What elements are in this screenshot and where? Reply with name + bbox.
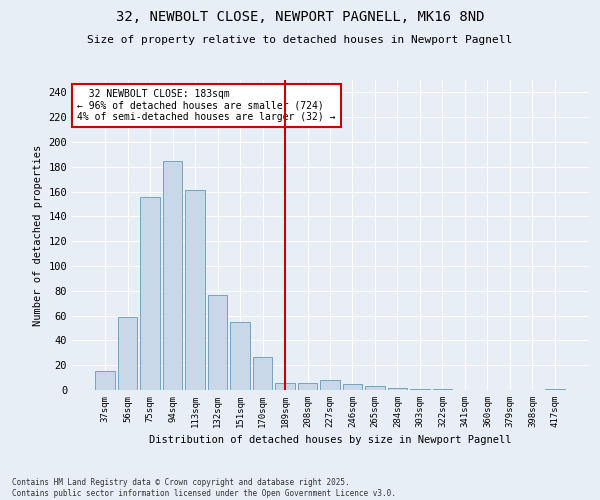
Bar — [253, 356, 272, 390]
Bar — [208, 294, 227, 390]
Text: 32 NEWBOLT CLOSE: 183sqm
← 96% of detached houses are smaller (724)
4% of semi-d: 32 NEWBOLT CLOSE: 183sqm ← 96% of detach… — [77, 90, 335, 122]
Text: Size of property relative to detached houses in Newport Pagnell: Size of property relative to detached ho… — [88, 35, 512, 45]
Text: 32, NEWBOLT CLOSE, NEWPORT PAGNELL, MK16 8ND: 32, NEWBOLT CLOSE, NEWPORT PAGNELL, MK16… — [116, 10, 484, 24]
Bar — [230, 322, 250, 390]
Text: Contains HM Land Registry data © Crown copyright and database right 2025.
Contai: Contains HM Land Registry data © Crown c… — [12, 478, 396, 498]
Bar — [275, 382, 295, 390]
Bar — [118, 317, 137, 390]
Bar — [185, 190, 205, 390]
Y-axis label: Number of detached properties: Number of detached properties — [33, 144, 43, 326]
Bar — [388, 388, 407, 390]
Bar — [163, 160, 182, 390]
Bar — [343, 384, 362, 390]
Bar — [140, 196, 160, 390]
Text: Distribution of detached houses by size in Newport Pagnell: Distribution of detached houses by size … — [149, 435, 511, 445]
Bar — [95, 372, 115, 390]
Bar — [365, 386, 385, 390]
Bar — [545, 389, 565, 390]
Bar — [410, 389, 430, 390]
Bar — [298, 382, 317, 390]
Bar — [433, 389, 452, 390]
Bar — [320, 380, 340, 390]
